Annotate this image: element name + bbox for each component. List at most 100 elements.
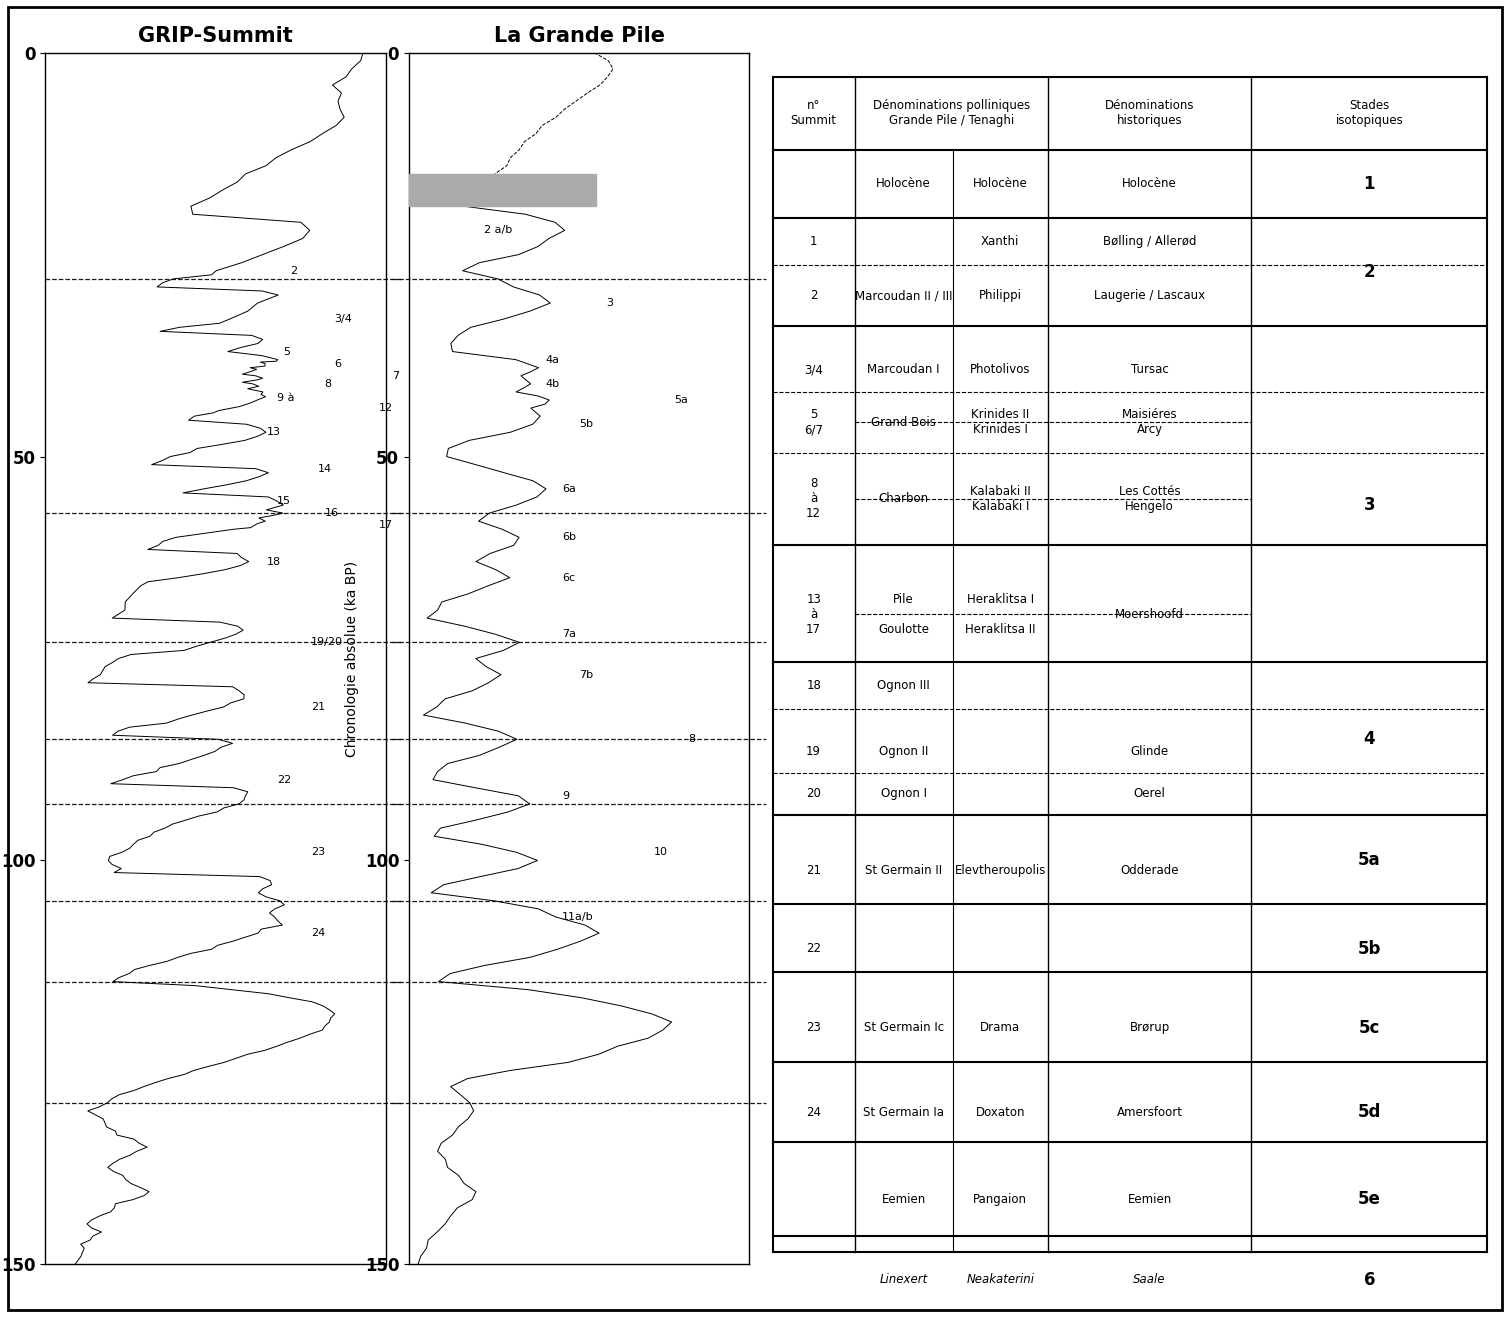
Text: 6: 6 <box>335 358 341 369</box>
Title: La Grande Pile: La Grande Pile <box>494 25 664 46</box>
Text: Holocène: Holocène <box>1122 178 1176 191</box>
Text: Kalabaki II
Kalabaki I: Kalabaki II Kalabaki I <box>969 485 1031 512</box>
Text: Marcoudan II / III: Marcoudan II / III <box>855 288 953 302</box>
Text: Grand Bois: Grand Bois <box>871 416 936 429</box>
Text: 4b: 4b <box>545 379 559 389</box>
Text: 24: 24 <box>806 1106 821 1119</box>
Text: 19/20: 19/20 <box>311 637 343 648</box>
Text: 24: 24 <box>311 928 325 938</box>
Text: 12: 12 <box>379 403 393 414</box>
Text: 10: 10 <box>654 847 667 857</box>
Text: 4: 4 <box>1364 730 1376 748</box>
Bar <box>409 174 596 207</box>
Text: 23: 23 <box>806 1021 821 1034</box>
Text: Elevtheroupolis: Elevtheroupolis <box>954 864 1046 877</box>
Text: 11a/b: 11a/b <box>562 911 593 922</box>
Text: Moershoofd: Moershoofd <box>1114 607 1184 620</box>
Text: 18: 18 <box>267 557 281 566</box>
Text: 17: 17 <box>379 520 393 531</box>
Text: 21: 21 <box>311 702 325 712</box>
Text: Amersfoort: Amersfoort <box>1116 1106 1182 1119</box>
Text: 19: 19 <box>806 745 821 759</box>
Text: Ognon I: Ognon I <box>880 788 927 801</box>
Text: Neakaterini: Neakaterini <box>966 1274 1034 1287</box>
Text: Heraklitsa I

Heraklitsa II: Heraklitsa I Heraklitsa II <box>965 593 1036 636</box>
Text: 5a: 5a <box>675 395 689 406</box>
Text: Oerel: Oerel <box>1134 788 1166 801</box>
Text: 5d: 5d <box>1357 1104 1382 1121</box>
Text: 3: 3 <box>607 298 613 308</box>
Text: Dénominations polliniques
Grande Pile / Tenaghi: Dénominations polliniques Grande Pile / … <box>873 99 1030 128</box>
Text: 3: 3 <box>1364 495 1376 514</box>
Text: 5b: 5b <box>1357 940 1382 957</box>
Text: Philippi: Philippi <box>978 288 1022 302</box>
Text: Tursac: Tursac <box>1131 363 1169 377</box>
Y-axis label: Chronologie absolue (ka BP): Chronologie absolue (ka BP) <box>346 561 359 756</box>
Text: Saale: Saale <box>1134 1274 1166 1287</box>
Text: 13
à
17: 13 à 17 <box>806 593 821 636</box>
Text: 5e: 5e <box>1357 1191 1380 1208</box>
Text: Pangaion: Pangaion <box>974 1193 1027 1206</box>
Text: Bølling / Allerød: Bølling / Allerød <box>1102 234 1196 248</box>
Text: 5: 5 <box>284 346 290 357</box>
Text: Holocène: Holocène <box>876 178 932 191</box>
Text: Ognon III: Ognon III <box>877 680 930 693</box>
Text: Stades
isotopiques: Stades isotopiques <box>1335 99 1403 128</box>
Text: Ognon II: Ognon II <box>879 745 929 759</box>
Text: 1: 1 <box>1364 175 1376 192</box>
Text: 2 a/b: 2 a/b <box>483 225 512 236</box>
Text: Les Cottés
Hengelo: Les Cottés Hengelo <box>1119 485 1181 512</box>
Text: 5
6/7: 5 6/7 <box>805 408 823 436</box>
Text: 3/4: 3/4 <box>335 315 352 324</box>
Text: 18: 18 <box>806 680 821 693</box>
Text: 6a: 6a <box>562 483 575 494</box>
Text: Xanthi: Xanthi <box>982 234 1019 248</box>
Text: 5b: 5b <box>580 419 593 429</box>
Text: 16: 16 <box>325 508 338 518</box>
Text: Holocène: Holocène <box>972 178 1028 191</box>
Text: Marcoudan I: Marcoudan I <box>867 363 941 377</box>
Text: 22: 22 <box>276 774 291 785</box>
Text: 8: 8 <box>689 735 695 744</box>
Text: Krinides II
Krinides I: Krinides II Krinides I <box>971 408 1030 436</box>
Text: Linexert: Linexert <box>880 1274 927 1287</box>
Text: Dénominations
historiques: Dénominations historiques <box>1105 99 1194 128</box>
Text: 8: 8 <box>325 379 332 389</box>
Text: 2: 2 <box>809 288 817 302</box>
Text: 22: 22 <box>806 943 821 955</box>
Text: 23: 23 <box>311 847 325 857</box>
Text: 14: 14 <box>317 464 332 474</box>
Text: 6b: 6b <box>562 532 577 543</box>
Text: Eemien: Eemien <box>1128 1193 1172 1206</box>
Text: St Germain Ic: St Germain Ic <box>864 1021 944 1034</box>
Text: 9 à: 9 à <box>276 394 294 403</box>
Text: Brørup: Brørup <box>1129 1021 1170 1034</box>
Title: GRIP-Summit: GRIP-Summit <box>137 25 293 46</box>
Text: Odderade: Odderade <box>1120 864 1179 877</box>
Text: 15: 15 <box>276 497 291 506</box>
Text: 2: 2 <box>290 266 297 275</box>
Text: 20: 20 <box>806 788 821 801</box>
Text: 5a: 5a <box>1357 851 1380 869</box>
Text: 7: 7 <box>393 371 400 381</box>
Text: Drama: Drama <box>980 1021 1021 1034</box>
Text: 8
à
12: 8 à 12 <box>806 477 821 520</box>
Text: 7a: 7a <box>562 630 577 639</box>
Text: 4a: 4a <box>545 354 559 365</box>
Text: Doxaton: Doxaton <box>975 1106 1025 1119</box>
Text: 1: 1 <box>436 217 444 228</box>
Text: 1: 1 <box>809 234 817 248</box>
Text: Glinde: Glinde <box>1131 745 1169 759</box>
Text: St Germain Ia: St Germain Ia <box>864 1106 944 1119</box>
Text: Photolivos: Photolivos <box>969 363 1030 377</box>
Text: Pile

Goulotte: Pile Goulotte <box>879 593 929 636</box>
Text: 7b: 7b <box>580 669 593 680</box>
Text: 2: 2 <box>1364 263 1376 281</box>
Text: St Germain II: St Germain II <box>865 864 942 877</box>
Text: 6: 6 <box>1364 1271 1376 1289</box>
Text: Laugerie / Lascaux: Laugerie / Lascaux <box>1095 288 1205 302</box>
Text: 6c: 6c <box>562 573 575 582</box>
Text: 9: 9 <box>562 790 569 801</box>
Text: 5c: 5c <box>1359 1019 1380 1036</box>
Text: 3/4: 3/4 <box>805 363 823 377</box>
